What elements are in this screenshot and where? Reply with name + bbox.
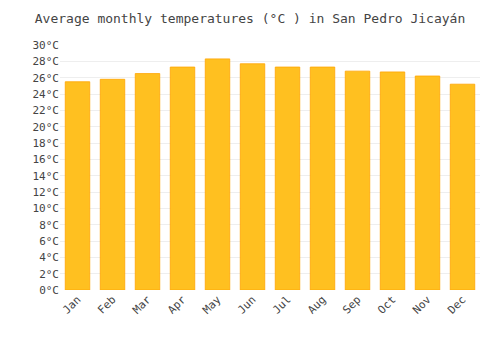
svg-text:Oct: Oct xyxy=(375,293,398,316)
svg-text:Mar: Mar xyxy=(130,293,154,317)
svg-text:Average monthly temperatures (: Average monthly temperatures (°C ) in Sa… xyxy=(35,11,465,26)
svg-text:18°C: 18°C xyxy=(33,137,60,150)
svg-text:14°C: 14°C xyxy=(33,170,60,183)
svg-text:28°C: 28°C xyxy=(33,55,60,68)
svg-text:2°C: 2°C xyxy=(39,268,59,281)
svg-text:12°C: 12°C xyxy=(33,186,60,199)
svg-text:Feb: Feb xyxy=(95,293,118,316)
svg-text:26°C: 26°C xyxy=(33,72,60,85)
svg-text:10°C: 10°C xyxy=(33,202,60,215)
svg-text:30°C: 30°C xyxy=(33,39,60,52)
svg-text:20°C: 20°C xyxy=(33,121,60,134)
svg-text:Apr: Apr xyxy=(165,293,189,317)
svg-text:Dec: Dec xyxy=(445,293,468,316)
svg-text:22°C: 22°C xyxy=(33,104,60,117)
svg-text:Jul: Jul xyxy=(270,293,293,316)
svg-text:Nov: Nov xyxy=(410,293,434,317)
svg-text:Jun: Jun xyxy=(235,293,258,316)
svg-text:24°C: 24°C xyxy=(33,88,60,101)
svg-text:Jan: Jan xyxy=(60,293,83,316)
svg-text:0°C: 0°C xyxy=(39,284,59,297)
svg-text:Sep: Sep xyxy=(340,293,363,316)
svg-text:8°C: 8°C xyxy=(39,219,59,232)
svg-text:May: May xyxy=(200,293,224,317)
svg-text:16°C: 16°C xyxy=(33,153,60,166)
svg-text:Aug: Aug xyxy=(305,293,328,316)
svg-text:4°C: 4°C xyxy=(39,251,59,264)
svg-text:6°C: 6°C xyxy=(39,235,59,248)
